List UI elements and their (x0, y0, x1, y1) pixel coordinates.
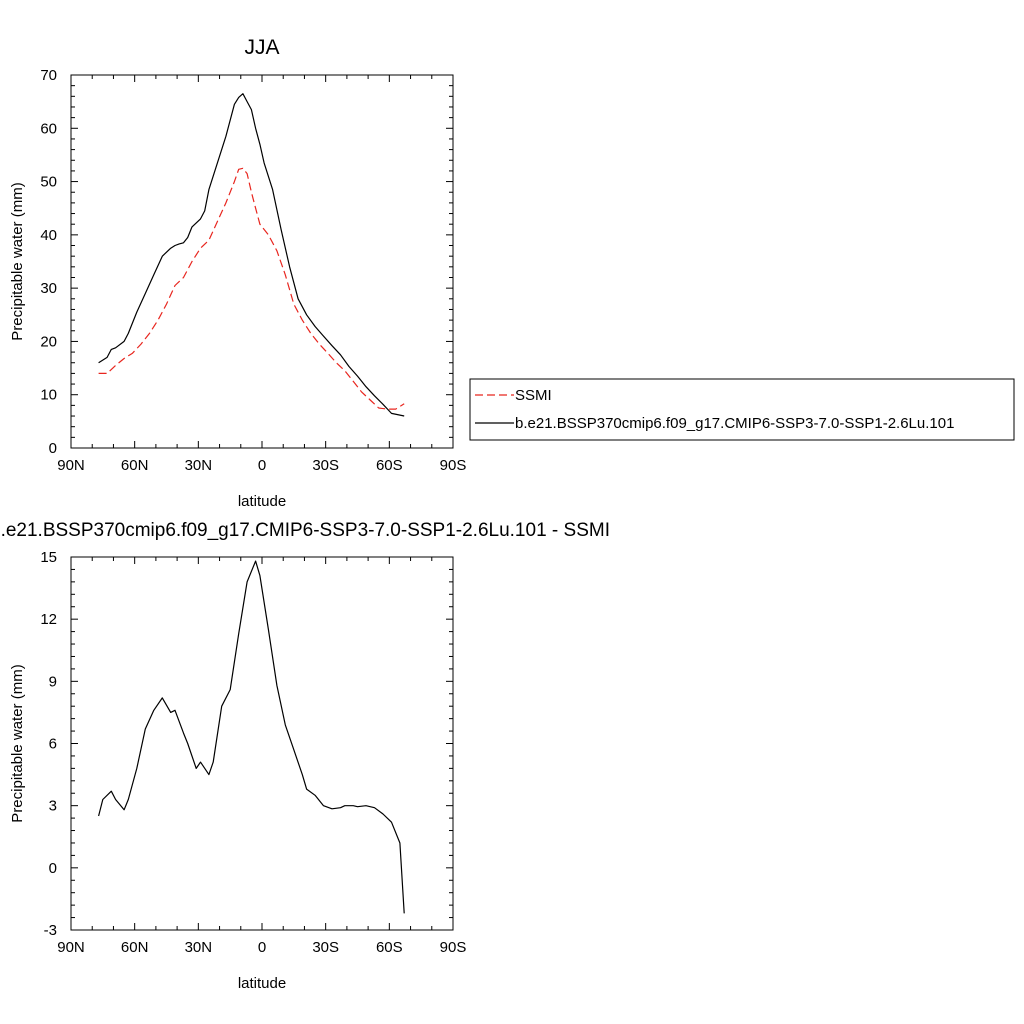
series-line-2 (98, 93, 405, 417)
y-tick-label: 20 (40, 333, 57, 350)
plot-frame (70, 74, 454, 449)
legend-box (469, 378, 1015, 441)
plot-frame (70, 556, 454, 931)
y-tick-label: 0 (49, 860, 57, 877)
legend-label: b.e21.BSSP370cmip6.f09_g17.CMIP6-SSP3-7.… (515, 415, 954, 432)
x-axis-label: latitude (238, 493, 286, 510)
y-tick-label: 70 (40, 67, 57, 84)
legend-label: SSMI (515, 387, 552, 404)
y-tick-label: 40 (40, 227, 57, 244)
x-tick-label: 60N (121, 939, 149, 956)
series-line-1 (98, 560, 405, 914)
x-tick-label: 90S (440, 939, 467, 956)
chart-panels: 90N 60N 30N 0 30S 60S 90S010203040506070JJAlat… (0, 36, 1015, 992)
x-tick-label: 60S (376, 457, 403, 474)
legend: SSMI b.e21.BSSP370cmip6.f09_g17.CMIP6-SSP… (469, 378, 1015, 441)
y-tick-label: 0 (49, 440, 57, 457)
chart-panel-2: 90N 60N 30N 0 30S 60S 90S -3 0 3 6 9 12 15 b.e21.BSSP3… (0, 520, 610, 992)
chart-panel-1: 90N 60N 30N 0 30S 60S 90S 0 10 20 30 40 50 60 70 JJA lat… (9, 36, 1015, 510)
x-tick-label: 0 (258, 939, 266, 956)
y-tick-label: 50 (40, 174, 57, 191)
chart-title: JJA (244, 36, 279, 59)
x-tick-label: 0 (258, 457, 266, 474)
x-tick-label: 30N (185, 457, 213, 474)
y-tick-label: 30 (40, 280, 57, 297)
x-axis-label: latitude (238, 975, 286, 992)
y-tick-label: 60 (40, 120, 57, 137)
y-axis-label: Precipitable water (mm) (9, 664, 26, 822)
x-tick-label: 90N (57, 457, 85, 474)
x-tick-label: 30N (185, 939, 213, 956)
chart-title: b.e21.BSSP370cmip6.f09_g17.CMIP6-SSP3-7.… (0, 520, 610, 541)
y-tick-label: 15 (40, 549, 57, 566)
x-tick-label: 30S (312, 457, 339, 474)
y-tick-label: 12 (40, 611, 57, 628)
x-tick-label: 60S (376, 939, 403, 956)
y-tick-label: 6 (49, 736, 57, 753)
x-tick-label: 90N (57, 939, 85, 956)
y-tick-label: 10 (40, 387, 57, 404)
series-line-1 (98, 167, 405, 410)
y-axis-label: Precipitable water (mm) (9, 182, 26, 340)
x-tick-label: 60N (121, 457, 149, 474)
x-tick-label: 30S (312, 939, 339, 956)
y-tick-label: 3 (49, 798, 57, 815)
y-tick-label: -3 (44, 922, 57, 939)
x-tick-label: 90S (440, 457, 467, 474)
y-tick-label: 9 (49, 673, 57, 690)
